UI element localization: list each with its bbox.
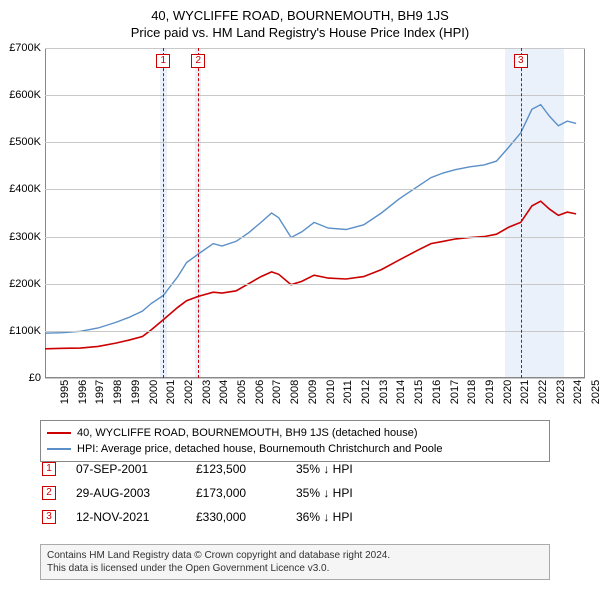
y-tick-label: £500K [9,136,41,148]
chart-title-1: 40, WYCLIFFE ROAD, BOURNEMOUTH, BH9 1JS [0,0,600,23]
chart-title-2: Price paid vs. HM Land Registry's House … [0,23,600,40]
gridline-h [45,284,585,285]
sale-marker: 1 [42,462,56,476]
legend-swatch-property [47,432,71,434]
license-box: Contains HM Land Registry data © Crown c… [40,544,550,580]
sale-row: 2 29-AUG-2003£173,00035% ↓ HPI [42,486,396,500]
series-property [45,201,576,349]
legend-label-property: 40, WYCLIFFE ROAD, BOURNEMOUTH, BH9 1JS … [77,427,418,439]
license-line-1: Contains HM Land Registry data © Crown c… [47,549,543,562]
sale-vline-marker: 3 [514,54,528,68]
y-tick-label: £0 [29,372,41,384]
x-tick-label: 2025 [576,370,600,394]
sale-row: 3 12-NOV-2021£330,00036% ↓ HPI [42,510,396,524]
sale-vline [521,48,522,378]
series-hpi [45,105,576,334]
gridline-h [45,237,585,238]
legend-row-property: 40, WYCLIFFE ROAD, BOURNEMOUTH, BH9 1JS … [47,425,543,441]
plot-area: £0£100K£200K£300K£400K£500K£600K£700K199… [45,48,585,378]
y-tick-label: £100K [9,325,41,337]
y-tick-label: £200K [9,278,41,290]
gridline-h [45,142,585,143]
sale-price: £123,500 [196,462,296,476]
sale-date: 29-AUG-2003 [76,486,196,500]
chart-lines [45,48,585,378]
y-tick-label: £400K [9,183,41,195]
sale-delta: 36% ↓ HPI [296,510,396,524]
sale-marker: 2 [42,486,56,500]
license-line-2: This data is licensed under the Open Gov… [47,562,543,575]
sale-marker: 3 [42,510,56,524]
sale-price: £173,000 [196,486,296,500]
legend-box: 40, WYCLIFFE ROAD, BOURNEMOUTH, BH9 1JS … [40,420,550,462]
sale-date: 12-NOV-2021 [76,510,196,524]
sale-delta: 35% ↓ HPI [296,462,396,476]
sale-date: 07-SEP-2001 [76,462,196,476]
sale-price: £330,000 [196,510,296,524]
y-tick-label: £600K [9,89,41,101]
chart-container: { "title": { "line1": "40, WYCLIFFE ROAD… [0,0,600,590]
legend-swatch-hpi [47,448,71,450]
gridline-h [45,189,585,190]
sale-vline-marker: 1 [156,54,170,68]
sale-row: 1 07-SEP-2001£123,50035% ↓ HPI [42,462,396,476]
y-tick-label: £300K [9,231,41,243]
gridline-h [45,95,585,96]
sale-vline [198,48,199,378]
gridline-h [45,331,585,332]
sale-delta: 35% ↓ HPI [296,486,396,500]
sale-vline [163,48,164,378]
legend-row-hpi: HPI: Average price, detached house, Bour… [47,441,543,457]
gridline-h [45,48,585,49]
sale-vline-marker: 2 [191,54,205,68]
y-tick-label: £700K [9,42,41,54]
legend-label-hpi: HPI: Average price, detached house, Bour… [77,443,442,455]
